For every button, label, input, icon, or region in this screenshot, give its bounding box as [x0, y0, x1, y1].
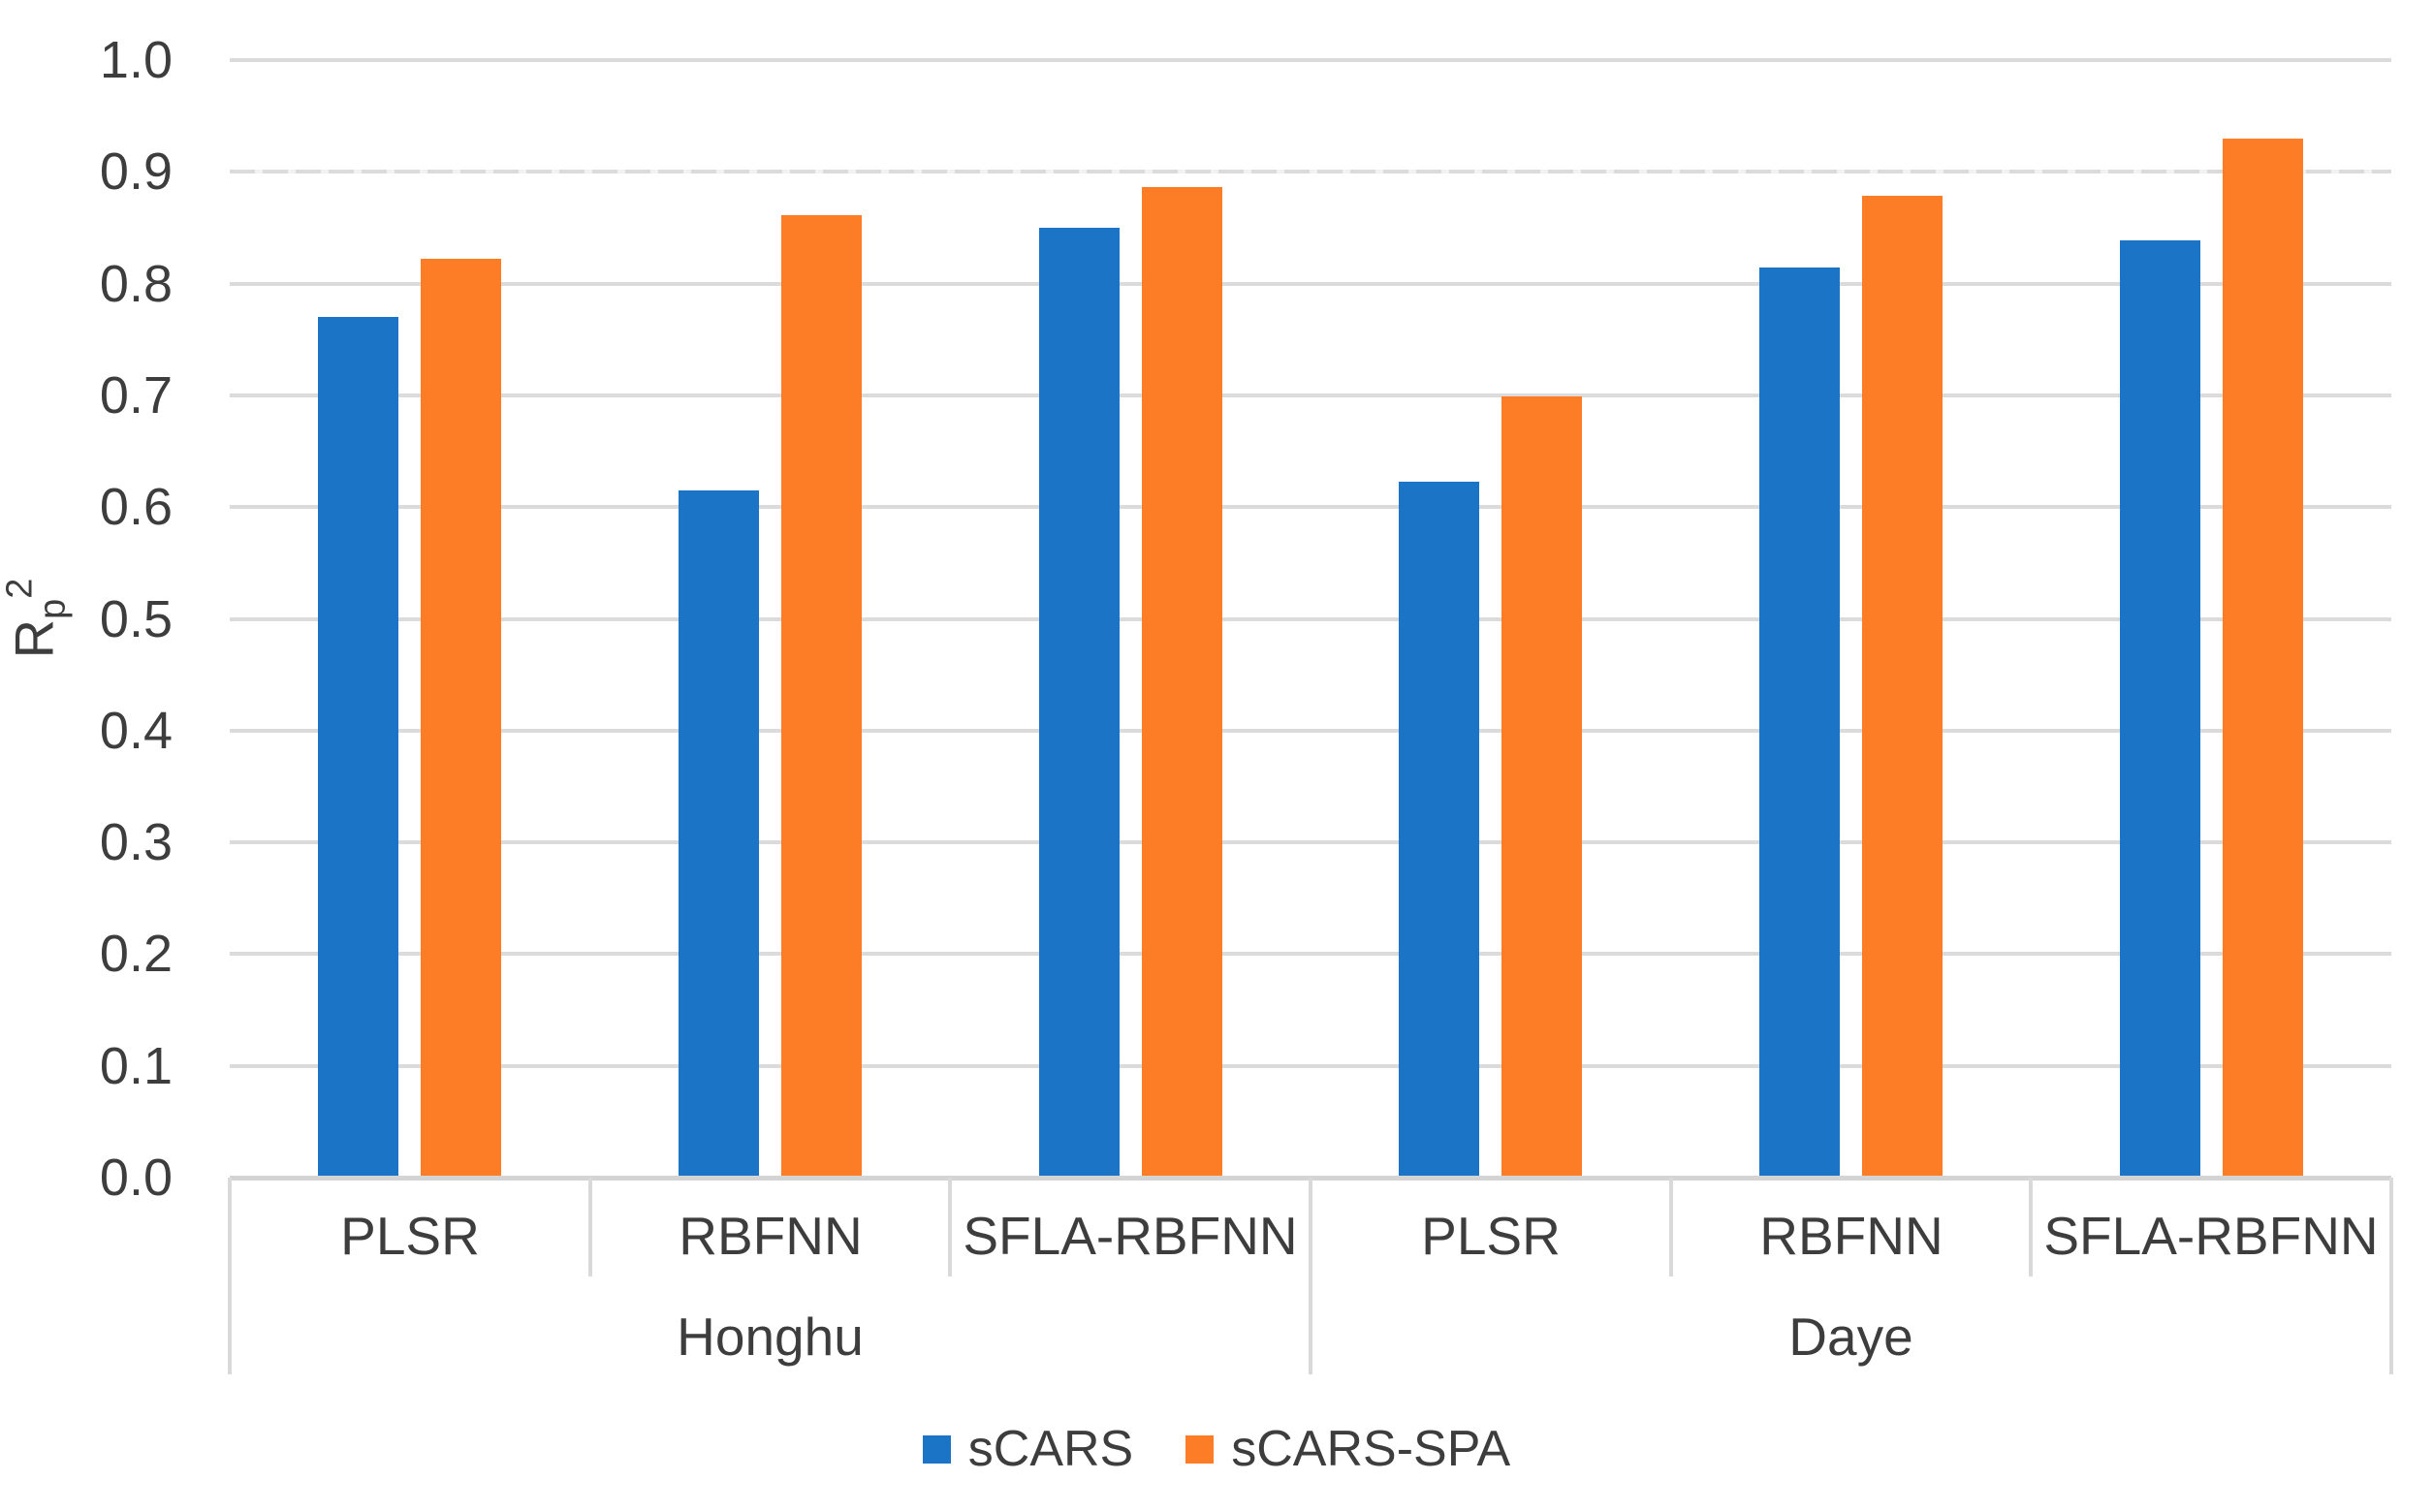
- x-category-label-sfla-rbfnn-5: SFLA-RBFNN: [2043, 1206, 2379, 1266]
- bar-scars-daye-rbfnn: [1759, 268, 1840, 1178]
- x-group-label-daye: Daye: [1788, 1307, 1913, 1367]
- table-left-border: [228, 1178, 232, 1374]
- gridline-0.5: [230, 617, 2391, 621]
- bar-scars-honghu-plsr: [318, 317, 398, 1178]
- legend-swatch-scars: [922, 1434, 951, 1464]
- y-tick-label-0.9: 0.9: [99, 142, 173, 201]
- legend-label-scars-spa: sCARS-SPA: [1231, 1421, 1511, 1477]
- legend-entry-scars: sCARS: [922, 1421, 1134, 1477]
- legend-entry-scars-spa: sCARS-SPA: [1185, 1421, 1510, 1477]
- y-tick-label-0.2: 0.2: [99, 925, 173, 983]
- bar-scars-spa-honghu-sfla-rbfnn: [1142, 187, 1222, 1178]
- y-tick-label-0.6: 0.6: [99, 478, 173, 536]
- x-category-label-rbfnn-1: RBFNN: [679, 1206, 863, 1266]
- category-divider-line: [1669, 1178, 1673, 1276]
- gridline-0.7: [230, 394, 2391, 397]
- gridline-1.0: [230, 58, 2391, 62]
- category-divider-line: [588, 1178, 592, 1276]
- bar-scars-spa-daye-sfla-rbfnn: [2223, 139, 2303, 1178]
- y-tick-label-0.8: 0.8: [99, 255, 173, 313]
- y-tick-label-1.0: 1.0: [99, 31, 173, 89]
- bar-scars-daye-plsr: [1399, 482, 1479, 1178]
- y-tick-label-0.5: 0.5: [99, 590, 173, 648]
- legend-swatch-scars-spa: [1185, 1434, 1215, 1464]
- bar-scars-spa-honghu-plsr: [421, 259, 501, 1178]
- bar-scars-spa-daye-rbfnn: [1862, 196, 1943, 1178]
- y-tick-label-0.3: 0.3: [99, 813, 173, 871]
- category-divider-line: [2029, 1178, 2033, 1276]
- x-group-label-honghu: Honghu: [677, 1307, 864, 1367]
- x-category-label-plsr-0: PLSR: [340, 1206, 480, 1266]
- x-category-label-sfla-rbfnn-2: SFLA-RBFNN: [963, 1206, 1298, 1266]
- group-boundary-line: [1309, 1178, 1312, 1374]
- gridline-0.2: [230, 952, 2391, 956]
- x-category-label-rbfnn-4: RBFNN: [1759, 1206, 1943, 1266]
- bar-scars-spa-daye-plsr: [1501, 396, 1582, 1178]
- gridline-0.4: [230, 729, 2391, 733]
- y-tick-label-0.1: 0.1: [99, 1037, 173, 1095]
- y-tick-label-0.0: 0.0: [99, 1149, 173, 1207]
- table-right-border: [2389, 1178, 2393, 1374]
- legend-label-scars: sCARS: [967, 1421, 1134, 1477]
- gridline-0.3: [230, 840, 2391, 844]
- x-category-label-plsr-3: PLSR: [1421, 1206, 1561, 1266]
- gridline-0.8: [230, 282, 2391, 286]
- y-tick-label-0.7: 0.7: [99, 366, 173, 425]
- bar-scars-daye-sfla-rbfnn: [2120, 240, 2200, 1178]
- bar-scars-honghu-sfla-rbfnn: [1039, 228, 1120, 1178]
- gridline-0.9: [230, 170, 2391, 173]
- legend: sCARS sCARS-SPA: [0, 1421, 2433, 1477]
- bar-scars-spa-honghu-rbfnn: [781, 215, 862, 1178]
- gridline-0.1: [230, 1064, 2391, 1068]
- y-tick-label-0.4: 0.4: [99, 702, 173, 760]
- bar-scars-honghu-rbfnn: [679, 490, 759, 1178]
- gridline-0.6: [230, 505, 2391, 509]
- category-divider-line: [948, 1178, 952, 1276]
